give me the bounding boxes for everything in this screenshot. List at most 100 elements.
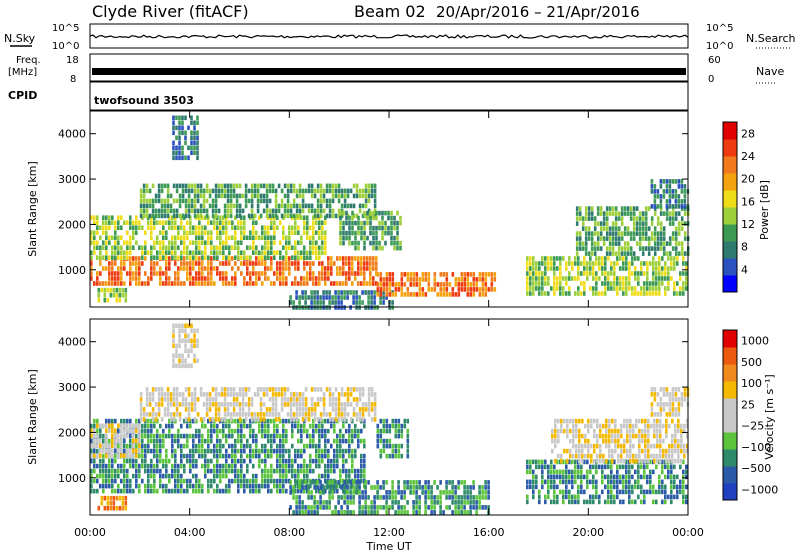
nsky-top-label: 10^5	[52, 23, 79, 34]
colorbar-frame	[722, 121, 738, 293]
data-region-9	[172, 323, 199, 369]
colorbar-segment	[723, 347, 737, 365]
y-tick-label: 2000	[58, 426, 86, 439]
velocity-colorbar-tick-label: −100	[741, 441, 771, 454]
power-colorbar-tick-label: 4	[741, 263, 748, 276]
freq-top-label: 18	[66, 55, 79, 66]
data-region-7	[526, 256, 688, 296]
colorbar-segment	[723, 241, 737, 259]
x-tick-label: 00:00	[672, 526, 704, 539]
data-region-4	[289, 480, 490, 515]
colorbar-segment	[723, 364, 737, 382]
velocity-panel-frame	[89, 318, 689, 516]
x-tick-label: 20:00	[572, 526, 604, 539]
data-region-5	[339, 210, 402, 251]
power-colorbar-tick-label: 28	[741, 127, 755, 140]
nave-label: Nave	[756, 65, 784, 78]
nsearch-bottom-label: 10^0	[706, 41, 733, 52]
freq-series-band	[92, 68, 686, 75]
time-axis-label: Time UT	[365, 540, 411, 553]
cpid-panel-frame	[89, 81, 689, 111]
x-tick-label: 12:00	[373, 526, 405, 539]
colorbar-segment	[723, 156, 737, 174]
velocity-colorbar-tick-label: −25	[741, 420, 764, 433]
power-colorbar-tick-label: 16	[741, 195, 755, 208]
data-region-3	[97, 495, 128, 511]
nsky-label: N.Sky	[4, 32, 36, 45]
data-region-6	[526, 459, 688, 505]
data-region-7	[551, 418, 689, 464]
colorbar-segment	[723, 449, 737, 467]
colorbar-segment	[723, 207, 737, 225]
data-region-8	[575, 206, 690, 256]
y-tick-label: 4000	[58, 128, 86, 141]
colorbar-segment	[723, 258, 737, 276]
colorbar-segment	[723, 190, 737, 208]
y-tick-label: 1000	[58, 472, 86, 485]
data-region-10	[172, 115, 199, 161]
nsky-series-line	[89, 34, 689, 39]
freq-panel-frame	[89, 53, 689, 82]
freq-label: Freq.	[16, 55, 41, 66]
power-heatmap	[90, 115, 690, 310]
station-title: Clyde River (fitACF)	[92, 2, 249, 21]
colorbar-segment	[723, 275, 737, 293]
freq-bottom-label: 8	[70, 74, 76, 85]
data-region-9	[650, 179, 690, 209]
colorbar-segment	[723, 330, 737, 348]
x-tick-label: 16:00	[473, 526, 505, 539]
nsearch-top-label: 10^5	[706, 23, 733, 34]
date-range: 20/Apr/2016 – 21/Apr/2016	[436, 3, 640, 21]
colorbar-segment	[723, 122, 737, 140]
y-tick-label: 2000	[58, 218, 86, 231]
colorbar-segment	[723, 173, 737, 191]
data-region-5	[376, 418, 410, 459]
colorbar-segment	[723, 466, 737, 484]
freq-trace	[92, 68, 686, 75]
nsky-bottom-label: 10^0	[52, 41, 79, 52]
colorbar-segment	[723, 139, 737, 157]
beam-label: Beam 02	[354, 2, 426, 21]
velocity-colorbar: 1000 500 100 25 −25 −100 −500 −1000	[722, 329, 778, 501]
velocity-colorbar-tick-label: −500	[741, 462, 771, 475]
nsky-panel-frame	[89, 23, 689, 49]
cpid-value: twofsound 3503	[94, 94, 194, 107]
cpid-label: CPID	[8, 89, 37, 102]
nave-top-label: 60	[708, 55, 721, 66]
power-y-axis-label: Slant Range [km]	[26, 161, 39, 257]
power-colorbar: 4 8 12 16 20 24 28	[722, 121, 755, 293]
data-region-8	[650, 387, 690, 417]
y-tick-label: 1000	[58, 264, 86, 277]
velocity-colorbar-tick-label: 1000	[741, 335, 769, 348]
velocity-colorbar-tick-label: −1000	[741, 483, 778, 496]
x-tick-label: 04:00	[174, 526, 206, 539]
data-region-3	[97, 287, 128, 303]
velocity-y-axis: 1000 2000 3000 4000	[58, 336, 688, 485]
colorbar-segment	[723, 432, 737, 450]
velocity-colorbar-tick-label: 25	[741, 398, 755, 411]
colorbar-segment	[723, 381, 737, 399]
y-tick-label: 3000	[58, 173, 86, 186]
x-tick-label: 08:00	[273, 526, 305, 539]
power-colorbar-tick-label: 12	[741, 218, 755, 231]
data-region-1	[90, 215, 327, 260]
nsky-trace	[89, 34, 689, 39]
y-tick-label: 3000	[58, 381, 86, 394]
colorbar-frame	[722, 329, 738, 501]
power-colorbar-tick-label: 20	[741, 173, 755, 186]
colorbar-segment	[723, 398, 737, 416]
time-axis: 00:00 04:00 08:00 12:00 16:00 20:00 00:00	[74, 111, 704, 539]
power-colorbar-label: Power [dB]	[758, 180, 771, 240]
data-region-1	[90, 423, 141, 458]
velocity-colorbar-label: Velocity [m s⁻¹]	[763, 374, 776, 459]
data-region-6	[376, 272, 497, 297]
velocity-colorbar-tick-label: 100	[741, 377, 762, 390]
power-colorbar-tick-label: 8	[741, 241, 748, 254]
x-tick-label: 00:00	[74, 526, 106, 539]
data-region-0	[90, 256, 378, 286]
velocity-heatmap	[90, 323, 690, 515]
freq-unit: [MHz]	[8, 67, 37, 78]
colorbar-segment	[723, 415, 737, 433]
nave-bottom-label: 0	[708, 74, 714, 85]
